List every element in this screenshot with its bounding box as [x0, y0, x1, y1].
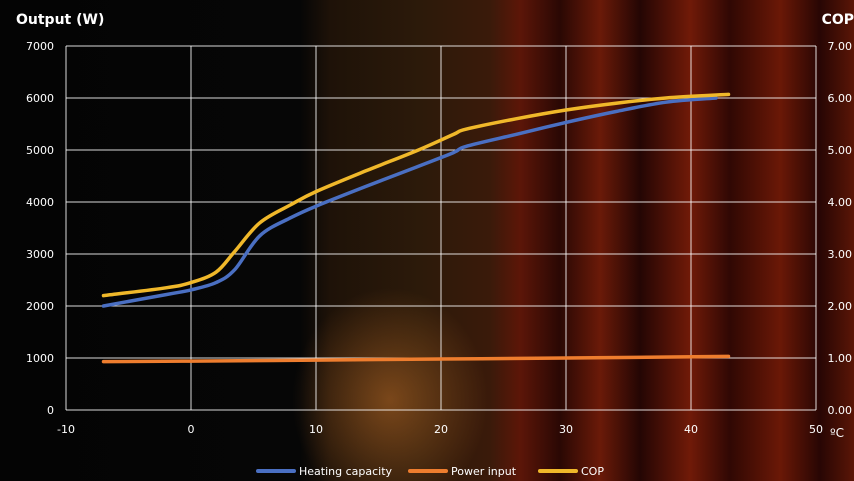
x-tick-label: -10: [57, 423, 75, 436]
y-left-tick-label: 7000: [26, 40, 54, 53]
x-tick-label: 10: [309, 423, 323, 436]
x-tick-label: 0: [188, 423, 195, 436]
y-left-tick-label: 4000: [26, 196, 54, 209]
legend: Heating capacity Power input COP: [256, 465, 604, 478]
y-left-tick-label: 6000: [26, 92, 54, 105]
x-tick-label: 50: [809, 423, 823, 436]
y-axis-right-title: COP: [822, 12, 854, 28]
y-left-tick-label: 1000: [26, 352, 54, 365]
legend-label: COP: [581, 465, 604, 478]
y-right-tick-label: 2.00: [828, 300, 853, 313]
series-line-heating-capacity: [101, 96, 718, 308]
x-tick-label: 20: [434, 423, 448, 436]
series-line-power-input: [101, 354, 731, 364]
x-tick-label: 40: [684, 423, 698, 436]
series-line-cop: [101, 92, 731, 298]
y-left-tick-label: 5000: [26, 144, 54, 157]
legend-label: Heating capacity: [299, 465, 393, 478]
y-right-tick-label: 3.00: [828, 248, 853, 261]
legend-label: Power input: [451, 465, 517, 478]
y-right-tick-label: 6.00: [828, 92, 853, 105]
x-axis-unit: ºC: [830, 426, 844, 440]
tick-labels: 0 1000 2000 3000 4000 5000 6000 7000 0.00 1.00 2.0…: [26, 40, 852, 436]
y-right-tick-label: 1.00: [828, 352, 853, 365]
y-right-tick-label: 4.00: [828, 196, 853, 209]
y-axis-left-title: Output (W): [16, 12, 104, 28]
y-right-tick-label: 5.00: [828, 144, 853, 157]
y-left-tick-label: 3000: [26, 248, 54, 261]
y-left-tick-label: 0: [47, 404, 54, 417]
y-right-tick-label: 7.00: [828, 40, 853, 53]
y-right-tick-label: 0.00: [828, 404, 853, 417]
x-tick-label: 30: [559, 423, 573, 436]
y-left-tick-label: 2000: [26, 300, 54, 313]
series-lines: [101, 92, 731, 364]
